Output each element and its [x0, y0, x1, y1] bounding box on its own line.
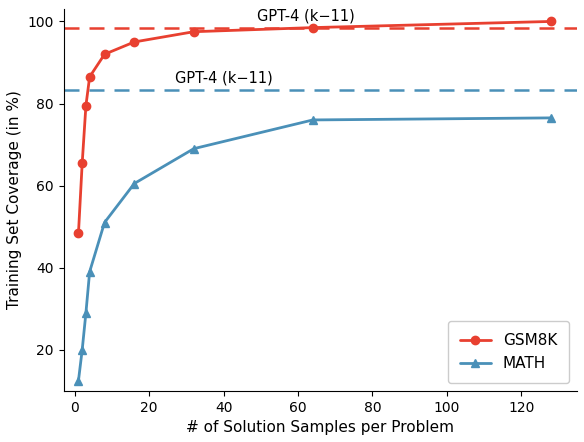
- GSM8K: [82, 103, 89, 108]
- MATH: [548, 115, 555, 121]
- Line: GSM8K: GSM8K: [74, 17, 555, 237]
- MATH: [82, 310, 89, 316]
- MATH: [131, 181, 138, 186]
- GSM8K: [101, 52, 108, 57]
- MATH: [79, 347, 86, 352]
- GSM8K: [190, 29, 197, 34]
- MATH: [75, 378, 82, 383]
- MATH: [86, 269, 93, 274]
- GSM8K: [75, 230, 82, 236]
- MATH: [101, 220, 108, 225]
- GSM8K: [86, 74, 93, 80]
- GSM8K: [310, 25, 317, 30]
- Text: GPT-4 (k−11): GPT-4 (k−11): [256, 8, 354, 23]
- Line: MATH: MATH: [74, 114, 555, 385]
- Text: GPT-4 (k−11): GPT-4 (k−11): [175, 70, 273, 85]
- X-axis label: # of Solution Samples per Problem: # of Solution Samples per Problem: [186, 420, 454, 435]
- MATH: [310, 117, 317, 122]
- Legend: GSM8K, MATH: GSM8K, MATH: [448, 321, 569, 383]
- GSM8K: [131, 39, 138, 45]
- Y-axis label: Training Set Coverage (in %): Training Set Coverage (in %): [7, 91, 22, 309]
- GSM8K: [79, 160, 86, 166]
- MATH: [190, 146, 197, 151]
- GSM8K: [548, 19, 555, 24]
